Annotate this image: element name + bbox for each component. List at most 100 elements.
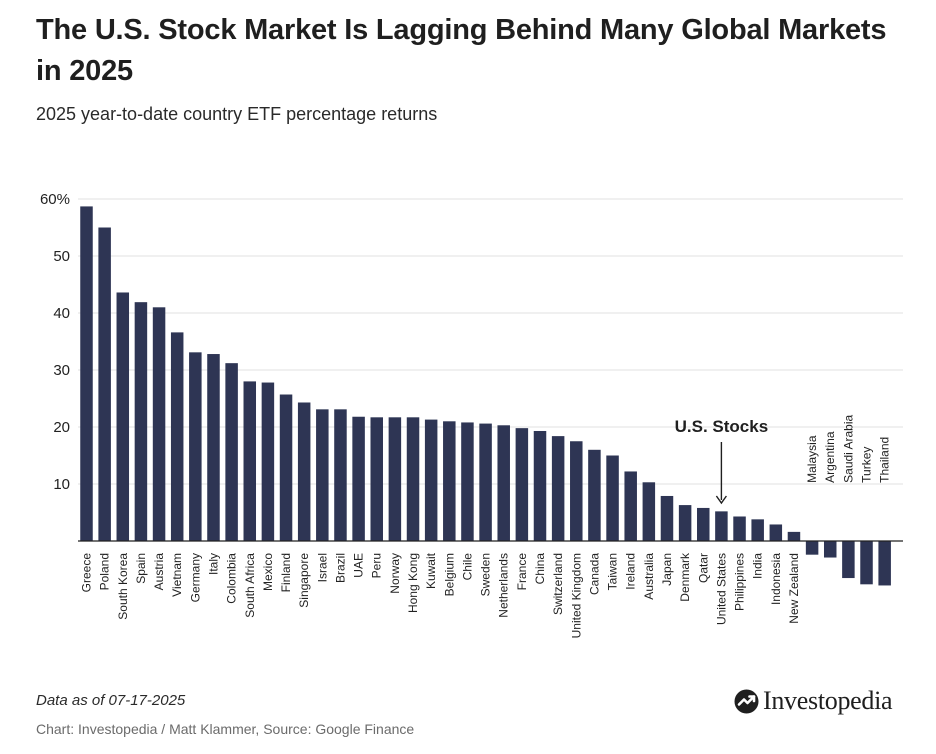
bar (678, 505, 692, 541)
bar (606, 455, 619, 541)
chart-credit: Chart: Investopedia / Matt Klammer, Sour… (36, 721, 415, 737)
bar (334, 409, 347, 541)
y-tick-label: 10 (53, 476, 70, 493)
x-tick-label: Greece (80, 553, 94, 593)
bar (424, 419, 438, 541)
bar (805, 541, 819, 555)
bar (642, 482, 656, 541)
bar (279, 394, 293, 541)
x-tick-label: New Zealand (787, 553, 801, 624)
bar (261, 382, 275, 541)
x-tick-label: Ireland (624, 553, 638, 590)
x-tick-label: Canada (587, 553, 601, 595)
chart-subtitle: 2025 year-to-date country ETF percentage… (36, 104, 438, 124)
x-tick-label: South Korea (116, 553, 130, 620)
bar (134, 302, 148, 541)
bars (80, 206, 891, 586)
x-axis-category-labels: Greece Poland South Korea Spain Austria Vietn… (80, 414, 892, 638)
bar (570, 441, 583, 541)
x-tick-label: Netherlands (497, 553, 511, 618)
bar (189, 352, 202, 541)
data-date-note: Data as of 07-17-2025 (36, 692, 186, 709)
x-tick-label: Switzerland (551, 553, 565, 615)
bar (243, 381, 257, 541)
bar (116, 292, 130, 541)
bar (225, 363, 238, 541)
investopedia-logo[interactable]: Investopedia (734, 686, 893, 716)
x-tick-label: Colombia (225, 553, 239, 604)
x-tick-label: Italy (206, 553, 220, 575)
x-tick-label: Sweden (479, 553, 493, 596)
x-tick-label: Qatar (696, 553, 710, 583)
bar (697, 507, 710, 541)
bar (443, 421, 456, 541)
bar (842, 541, 855, 579)
x-tick-label: UAE (352, 553, 366, 578)
bar (860, 541, 873, 585)
x-tick-label: Taiwan (606, 553, 620, 590)
bar-chart: 10 20 30 40 50 60% Greece Poland South Korea Spa… (40, 191, 903, 638)
x-tick-label: Israel (315, 553, 329, 582)
x-tick-label: Brazil (333, 553, 347, 583)
x-tick-label: Peru (370, 553, 384, 578)
bar (769, 524, 783, 541)
x-tick-label: South Africa (243, 553, 257, 618)
y-tick-label: 50 (53, 248, 70, 265)
bar (715, 511, 728, 541)
x-tick-label: Turkey (860, 447, 874, 483)
x-tick-label: Indonesia (769, 553, 783, 605)
bar (533, 430, 547, 541)
investopedia-logo-icon (734, 689, 759, 713)
x-tick-label: Singapore (297, 553, 311, 608)
y-tick-label: 40 (53, 305, 70, 322)
bar (352, 416, 365, 541)
x-tick-label: Chile (460, 553, 474, 581)
bar (297, 402, 311, 541)
bar (588, 449, 601, 541)
x-tick-label: Finland (279, 553, 293, 592)
x-tick-label: Malaysia (805, 435, 819, 483)
bar (80, 206, 93, 541)
bar (207, 354, 220, 541)
x-tick-label: Spain (134, 553, 148, 584)
x-tick-label: Thailand (878, 437, 892, 483)
x-tick-label: Belgium (442, 553, 456, 596)
x-tick-label: Hong Kong (406, 553, 420, 613)
bar (98, 227, 111, 541)
x-tick-label: Mexico (261, 553, 275, 591)
bar (823, 541, 837, 558)
annotation-arrow-head (715, 495, 727, 505)
bar (497, 425, 510, 541)
y-axis-tick-labels: 10 20 30 40 50 60% (40, 191, 70, 493)
y-tick-label: 60% (40, 191, 70, 208)
x-tick-label: Austria (152, 553, 166, 591)
x-tick-label: Vietnam (170, 553, 184, 597)
x-tick-label: China (533, 553, 547, 585)
x-tick-label: Philippines (733, 553, 747, 611)
x-tick-label: Saudi Arabia (841, 414, 855, 482)
x-tick-label: Kuwait (424, 552, 438, 589)
y-tick-label: 20 (53, 419, 70, 436)
us-stocks-annotation: U.S. Stocks (675, 417, 769, 505)
x-tick-label: Japan (660, 553, 674, 586)
bar (170, 332, 184, 541)
x-tick-label: Australia (642, 553, 656, 600)
x-tick-label: Norway (388, 553, 402, 594)
annotation-label: U.S. Stocks (675, 417, 769, 436)
bar (787, 531, 801, 541)
bar (551, 436, 565, 541)
bar (406, 417, 420, 541)
bar (751, 519, 764, 541)
bar (733, 516, 746, 541)
bar (624, 471, 637, 541)
y-tick-label: 30 (53, 362, 70, 379)
bar (388, 417, 402, 541)
x-tick-label: Argentina (823, 431, 837, 483)
bar (461, 422, 474, 541)
x-tick-label: United States (714, 553, 728, 625)
x-tick-label: France (515, 553, 529, 591)
bar (316, 409, 329, 541)
bar (152, 307, 166, 541)
x-tick-label: Denmark (678, 552, 692, 602)
bar (878, 541, 891, 586)
